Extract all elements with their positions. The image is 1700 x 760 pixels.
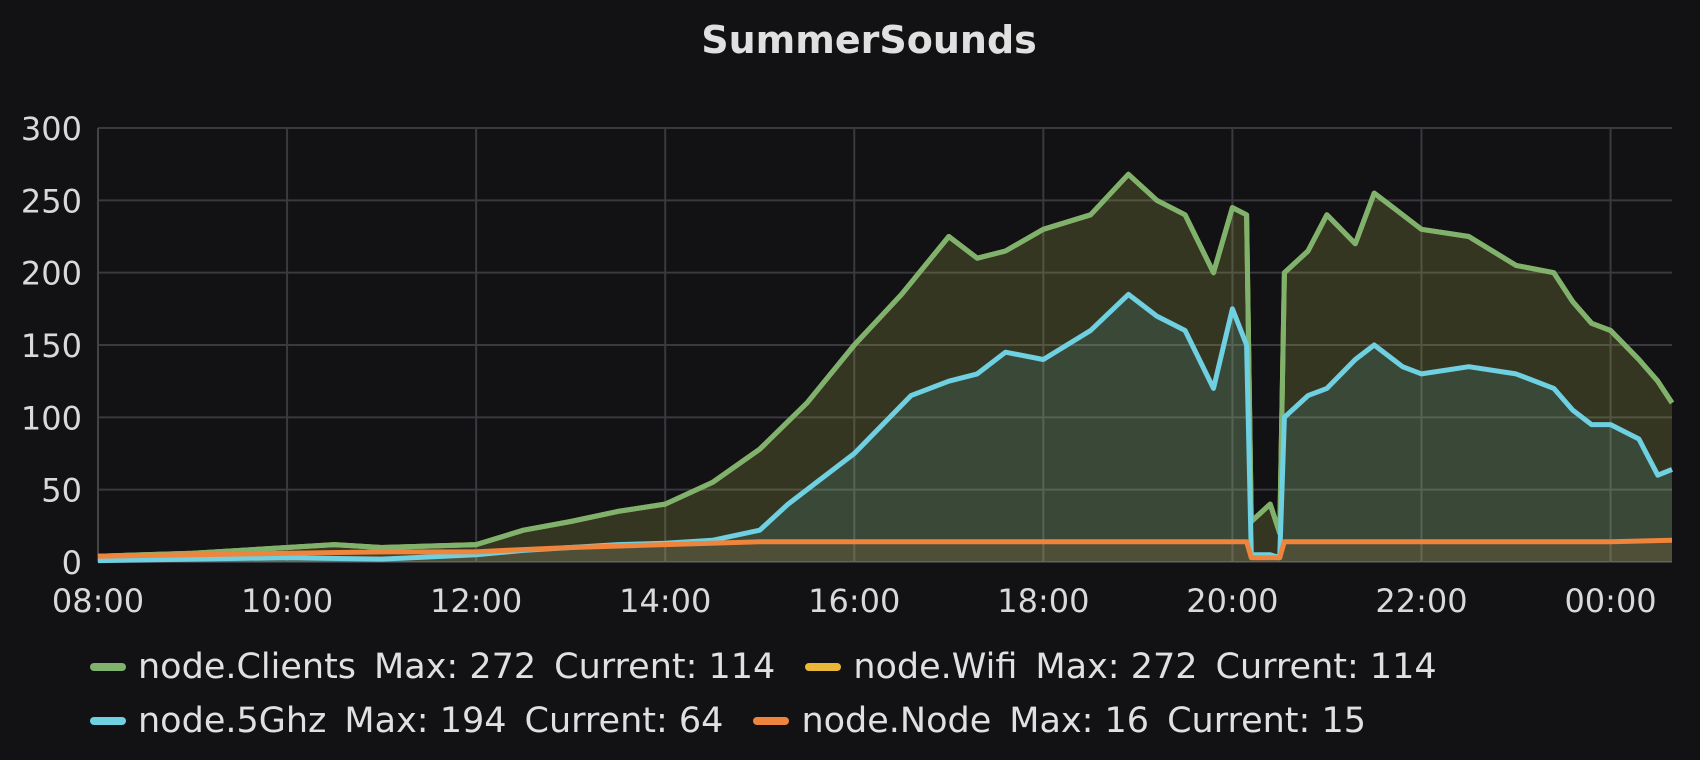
legend-label: node.5Ghz [138, 701, 327, 741]
legend-label: node.Clients [138, 647, 357, 687]
y-tick-label: 300 [21, 110, 82, 148]
x-tick-label: 14:00 [619, 582, 711, 620]
x-tick-label: 08:00 [52, 582, 144, 620]
legend-max: Max: 272 [374, 647, 537, 687]
series-areas [98, 174, 1672, 563]
series-area-node.5Ghz [98, 294, 1672, 562]
chart-plot: 0 50 100 150 200 250 300 08:00 10:00 12:00 14:00 1… [21, 110, 1675, 620]
y-tick-label: 100 [21, 399, 82, 437]
series-line-node.Node [97, 537, 1673, 561]
x-tick-label: 20:00 [1186, 582, 1278, 620]
series-area-node.Clients [98, 174, 1672, 563]
legend: node.Clients Max: 272 Current: 114 node.… [90, 640, 1467, 748]
y-tick-label: 150 [21, 327, 82, 365]
y-tick-label: 200 [21, 255, 82, 293]
y-tick-label: 0 [62, 544, 82, 582]
legend-item-5ghz[interactable]: node.5Ghz Max: 194 Current: 64 [90, 701, 723, 741]
y-tick-label: 50 [41, 472, 82, 510]
x-tick-label: 16:00 [808, 582, 900, 620]
x-axis-ticks: 08:00 10:00 12:00 14:00 16:00 18:00 20:00 22:00… [52, 582, 1657, 620]
grid-lines [97, 127, 1672, 563]
legend-row-2: node.5Ghz Max: 194 Current: 64 node.Node… [90, 694, 1467, 748]
legend-swatch-5ghz [90, 717, 126, 725]
x-tick-label: 00:00 [1564, 582, 1656, 620]
chart-title: SummerSounds [701, 18, 1037, 62]
legend-max: Max: 272 [1035, 647, 1198, 687]
x-tick-label: 10:00 [241, 582, 333, 620]
legend-current: Current: 64 [524, 701, 724, 741]
legend-item-clients[interactable]: node.Clients Max: 272 Current: 114 [90, 647, 775, 687]
legend-max: Max: 194 [344, 701, 507, 741]
series-area-node.Wifi [98, 174, 1672, 563]
y-tick-label: 250 [21, 182, 82, 220]
series-lines [97, 171, 1675, 564]
legend-swatch-clients [90, 663, 126, 671]
legend-swatch-node [753, 717, 790, 725]
legend-item-node[interactable]: node.Node Max: 16 Current: 15 [753, 701, 1366, 741]
legend-swatch-wifi [805, 663, 842, 671]
legend-label: node.Wifi [853, 647, 1018, 687]
legend-row-1: node.Clients Max: 272 Current: 114 node.… [90, 640, 1467, 694]
legend-current: Current: 15 [1167, 701, 1366, 741]
x-tick-label: 18:00 [997, 582, 1089, 620]
legend-current: Current: 114 [554, 647, 776, 687]
series-area-node.Node [98, 540, 1672, 562]
legend-item-wifi[interactable]: node.Wifi Max: 272 Current: 114 [805, 647, 1437, 687]
legend-max: Max: 16 [1009, 701, 1150, 741]
x-tick-label: 22:00 [1375, 582, 1467, 620]
legend-label: node.Node [801, 701, 992, 741]
y-axis-ticks: 0 50 100 150 200 250 300 [21, 110, 82, 582]
series-line-node.Clients [97, 171, 1675, 559]
legend-current: Current: 114 [1215, 647, 1437, 687]
x-tick-label: 12:00 [430, 582, 522, 620]
